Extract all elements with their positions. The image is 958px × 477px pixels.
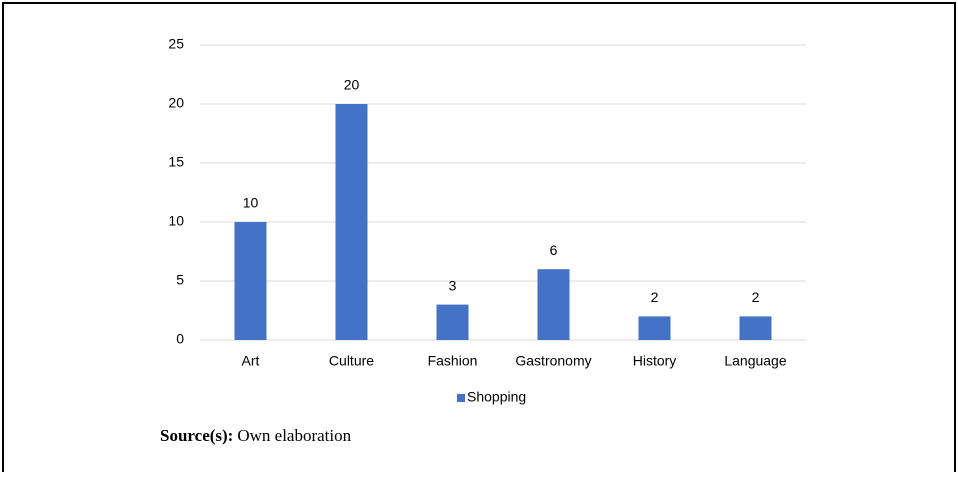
y-tick-label: 0 xyxy=(176,331,184,347)
bar xyxy=(537,269,570,340)
value-label: 2 xyxy=(651,289,659,305)
y-tick-label: 10 xyxy=(168,213,184,229)
x-tick-label: Language xyxy=(724,353,787,369)
bar xyxy=(436,304,469,340)
value-label: 10 xyxy=(243,195,259,211)
y-tick-label: 15 xyxy=(168,154,184,170)
x-tick-label: Culture xyxy=(329,353,374,369)
value-label: 6 xyxy=(550,242,558,258)
source-label: Source(s): xyxy=(160,426,233,445)
legend-swatch xyxy=(457,394,465,402)
value-label: 20 xyxy=(344,77,360,93)
legend-label: Shopping xyxy=(467,389,526,405)
y-tick-label: 5 xyxy=(176,272,184,288)
source-note: Source(s): Own elaboration xyxy=(160,426,352,445)
bar xyxy=(638,316,671,340)
y-tick-label: 20 xyxy=(168,95,184,111)
x-tick-label: Gastronomy xyxy=(515,353,591,369)
value-label: 2 xyxy=(752,289,760,305)
value-label: 3 xyxy=(449,277,457,293)
bar xyxy=(335,104,368,340)
x-tick-label: History xyxy=(633,353,677,369)
bar xyxy=(234,222,267,340)
y-tick-label: 25 xyxy=(168,36,184,52)
bar xyxy=(739,316,772,340)
x-tick-label: Fashion xyxy=(428,353,478,369)
source-text: Own elaboration xyxy=(237,426,351,445)
x-tick-label: Art xyxy=(242,353,260,369)
